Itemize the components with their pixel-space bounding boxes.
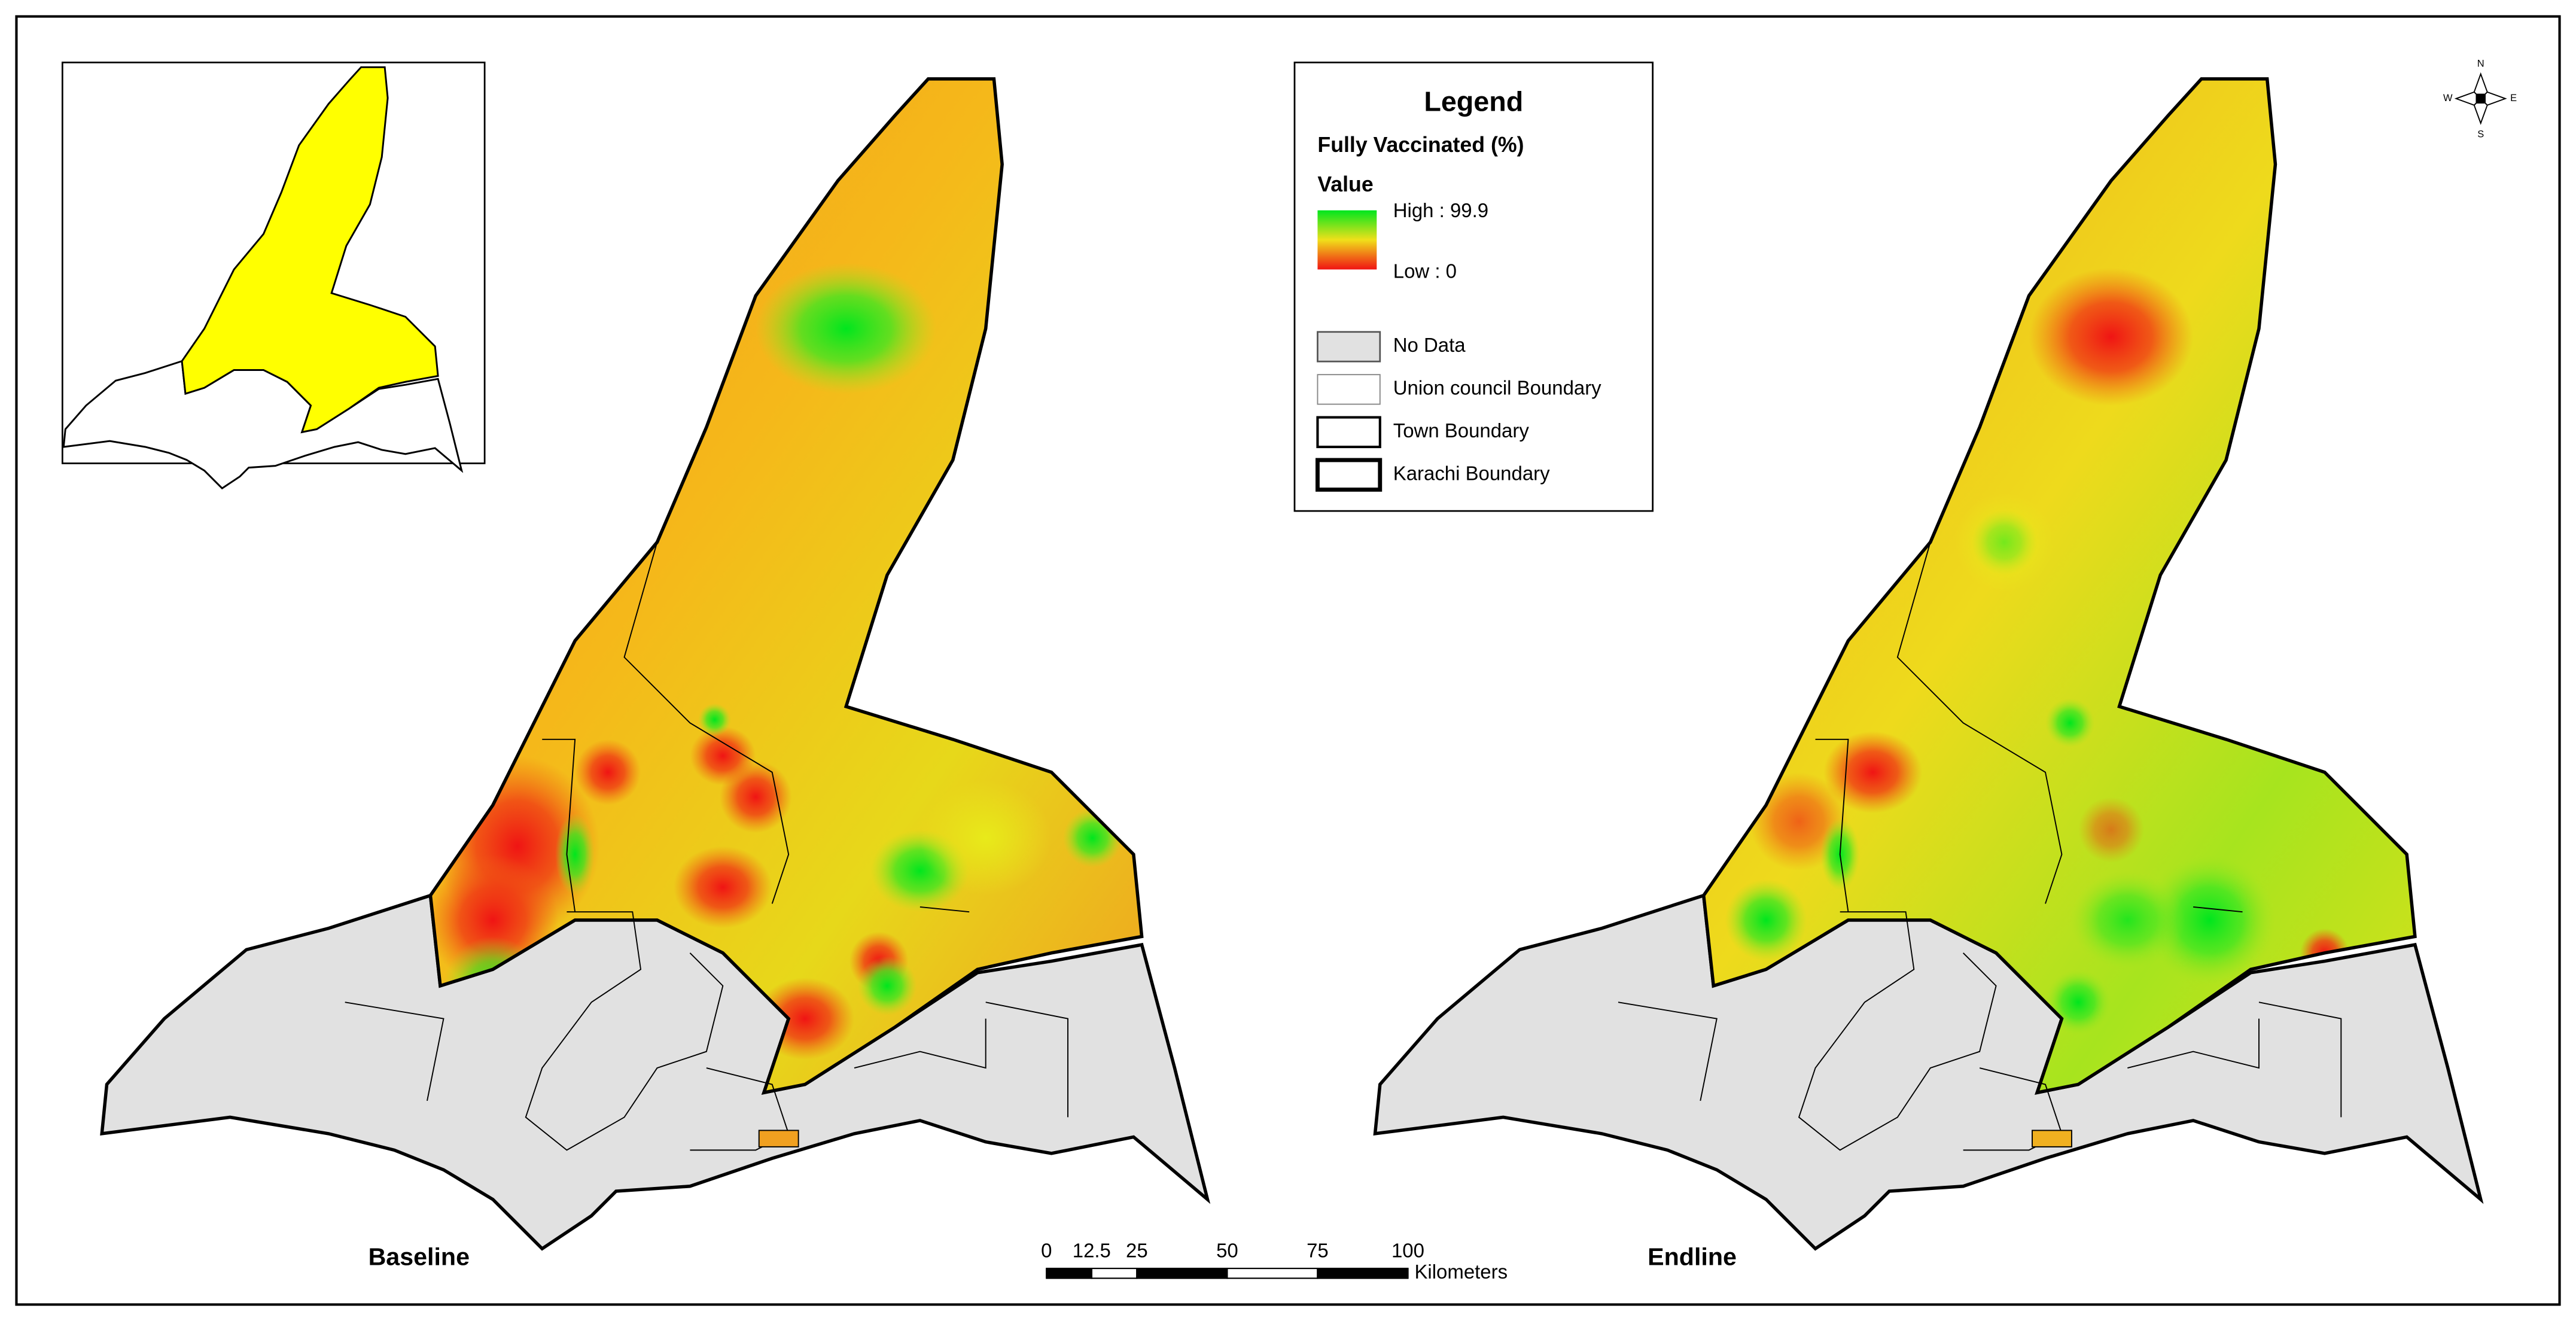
inset-map (61, 62, 486, 489)
scale-unit: Kilometers (1414, 1261, 1508, 1283)
legend-item: Union council Boundary (1393, 377, 1601, 399)
scale-label: 12.5 (1073, 1239, 1111, 1261)
color-ramp (1317, 210, 1377, 270)
legend-item: Town Boundary (1393, 419, 1530, 442)
scale-label: 0 (1041, 1239, 1052, 1261)
legend-title: Legend (1424, 86, 1523, 117)
endline-map (1375, 79, 2481, 1249)
legend-low: Low : 0 (1393, 260, 1457, 282)
legend-variable: Fully Vaccinated (%) (1317, 133, 1524, 157)
legend-field: Value (1317, 172, 1373, 196)
legend: Legend Fully Vaccinated (%) Value High :… (1293, 62, 1654, 512)
legend-item: No Data (1393, 334, 1466, 356)
scale-segment (1091, 1267, 1138, 1279)
scale-label: 25 (1126, 1239, 1148, 1261)
scale-segment (1136, 1267, 1228, 1279)
scale-segment (1317, 1267, 1409, 1279)
baseline-map (102, 79, 1207, 1249)
scale-segment (1226, 1267, 1319, 1279)
map-label: Endline (1648, 1243, 1737, 1270)
legend-swatch (1315, 458, 1383, 492)
compass-s: S (2477, 129, 2484, 140)
legend-swatch (1316, 416, 1381, 449)
legend-high: High : 99.9 (1393, 199, 1488, 221)
compass-e: E (2510, 93, 2517, 104)
compass-n: N (2477, 58, 2484, 69)
compass-w: W (2443, 93, 2453, 104)
scale-segment (1046, 1267, 1092, 1279)
map-label: Baseline (369, 1243, 470, 1270)
legend-swatch (1317, 331, 1381, 363)
legend-swatch (1317, 374, 1381, 405)
scale-label: 75 (1307, 1239, 1329, 1261)
scale-label: 50 (1216, 1239, 1238, 1261)
north-arrow: N S E W (2443, 58, 2517, 139)
legend-item: Karachi Boundary (1393, 462, 1550, 484)
scale-label: 100 (1391, 1239, 1424, 1261)
